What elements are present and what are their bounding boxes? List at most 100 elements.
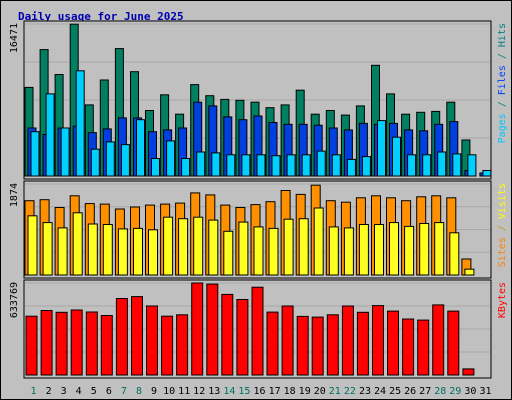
- bar-kbytes-day-6: [100, 315, 113, 376]
- bar-kbytes-day-2: [40, 310, 53, 376]
- bar-pages-day-20: [316, 150, 326, 177]
- bar-kbytes-day-10: [161, 315, 174, 376]
- panel-kbytes: 633769 KBytes: [9, 279, 508, 379]
- ymax-label-hits: 16471: [9, 23, 20, 53]
- legend-segment: /: [497, 219, 508, 237]
- bar-pages-day-22: [346, 158, 356, 177]
- bar-kbytes-day-28: [432, 304, 445, 376]
- legend-segment: Visits: [497, 183, 508, 219]
- bar-sites-day-14: [223, 230, 234, 276]
- bar-pages-day-21: [331, 154, 341, 177]
- bar-sites-day-3: [57, 227, 68, 276]
- legend-segment: Hits: [497, 23, 508, 47]
- x-tick-label-day-26: 26: [404, 386, 416, 397]
- bar-sites-day-24: [374, 224, 384, 276]
- x-tick-label-day-19: 19: [299, 386, 311, 397]
- x-tick-label-day-2: 2: [46, 386, 52, 397]
- x-tick-label-day-30: 30: [464, 386, 476, 397]
- x-tick-label-day-20: 20: [314, 386, 326, 397]
- x-tick-label-day-18: 18: [284, 386, 296, 397]
- legend-label-hits: Pages / Files / Hits: [497, 23, 508, 143]
- bar-sites-day-8: [133, 227, 143, 276]
- bar-kbytes-day-14: [221, 293, 234, 376]
- x-tick-label-day-21: 21: [329, 386, 341, 397]
- panel-visits: 1874 Sites / Visits: [9, 180, 508, 279]
- bar-pages-day-14: [226, 154, 236, 177]
- bar-sites-day-28: [434, 222, 445, 276]
- legend-segment: Files: [497, 65, 508, 95]
- bar-pages-day-19: [301, 154, 311, 177]
- bar-kbytes-day-7: [115, 298, 128, 376]
- bar-sites-day-30: [464, 268, 475, 276]
- bar-pages-day-24: [377, 120, 386, 177]
- bar-kbytes-day-4: [70, 309, 83, 376]
- bar-sites-day-25: [389, 222, 399, 276]
- bar-pages-day-8: [136, 119, 145, 177]
- x-tick-label-day-17: 17: [269, 386, 281, 397]
- bar-sites-day-15: [238, 221, 249, 276]
- bar-kbytes-day-23: [356, 311, 369, 376]
- legend-segment: Pages: [497, 113, 508, 143]
- bar-kbytes-day-30: [462, 368, 475, 376]
- bar-pages-day-28: [437, 151, 447, 177]
- bar-sites-day-4: [72, 212, 83, 276]
- x-tick-label-day-5: 5: [91, 386, 97, 397]
- x-tick-label-day-16: 16: [253, 386, 265, 397]
- legend-segment: Sites: [497, 237, 508, 267]
- bar-pages-day-12: [196, 151, 206, 177]
- bar-kbytes-day-24: [372, 305, 384, 376]
- bar-sites-day-16: [253, 226, 264, 276]
- x-tick-label-day-31: 31: [479, 386, 491, 397]
- x-tick-label-day-13: 13: [208, 386, 220, 397]
- x-tick-label-day-9: 9: [151, 386, 157, 397]
- bar-pages-day-25: [392, 136, 401, 177]
- bar-sites-day-7: [117, 228, 128, 276]
- bar-pages-day-9: [151, 158, 160, 177]
- x-tick-label-day-27: 27: [419, 386, 431, 397]
- legend-segment: /: [497, 95, 508, 113]
- bar-sites-day-11: [178, 218, 189, 276]
- x-tick-label-day-22: 22: [344, 386, 356, 397]
- bar-pages-day-18: [286, 154, 296, 177]
- bar-sites-day-12: [193, 216, 204, 276]
- x-tick-label-day-28: 28: [434, 386, 446, 397]
- x-tick-label-day-23: 23: [359, 386, 371, 397]
- bar-sites-day-19: [298, 218, 309, 276]
- panel-hits: 16471 Pages / Files / Hits: [9, 20, 508, 180]
- bar-sites-day-9: [148, 229, 158, 276]
- x-tick-label-day-6: 6: [106, 386, 112, 397]
- bar-pages-day-7: [120, 144, 130, 177]
- legend-label-visits: Sites / Visits: [497, 183, 508, 267]
- bar-pages-day-27: [422, 154, 432, 177]
- bar-sites-day-27: [419, 223, 430, 276]
- bar-sites-day-1: [27, 215, 38, 276]
- bar-kbytes-day-29: [447, 310, 460, 376]
- x-tick-label-day-8: 8: [136, 386, 142, 397]
- bar-kbytes-day-22: [341, 305, 354, 376]
- x-tick-label-day-25: 25: [389, 386, 401, 397]
- bar-sites-day-13: [208, 219, 219, 276]
- x-tick-label-day-24: 24: [374, 386, 386, 397]
- bar-sites-day-20: [313, 207, 324, 276]
- bar-kbytes-day-11: [176, 314, 189, 376]
- bar-sites-day-6: [102, 224, 113, 276]
- ymax-label-visits: 1874: [9, 183, 20, 207]
- bar-kbytes-day-26: [402, 318, 415, 376]
- bar-kbytes-day-1: [25, 315, 38, 376]
- bar-sites-day-21: [328, 226, 339, 276]
- x-tick-label-day-3: 3: [61, 386, 67, 397]
- bar-sites-day-26: [404, 225, 415, 276]
- bar-kbytes-day-17: [266, 311, 279, 376]
- x-tick-label-day-29: 29: [449, 386, 461, 397]
- bar-kbytes-day-13: [206, 283, 219, 376]
- bar-pages-day-5: [90, 148, 100, 177]
- x-tick-label-day-14: 14: [223, 386, 235, 397]
- bar-sites-day-5: [87, 223, 98, 276]
- bar-sites-day-10: [163, 216, 174, 276]
- bar-pages-day-31: [482, 170, 492, 177]
- bar-kbytes-day-25: [387, 310, 399, 376]
- bar-kbytes-day-19: [296, 315, 309, 376]
- bar-kbytes-day-20: [311, 316, 324, 376]
- legend-segment: /: [497, 47, 508, 65]
- bar-kbytes-day-27: [417, 319, 430, 376]
